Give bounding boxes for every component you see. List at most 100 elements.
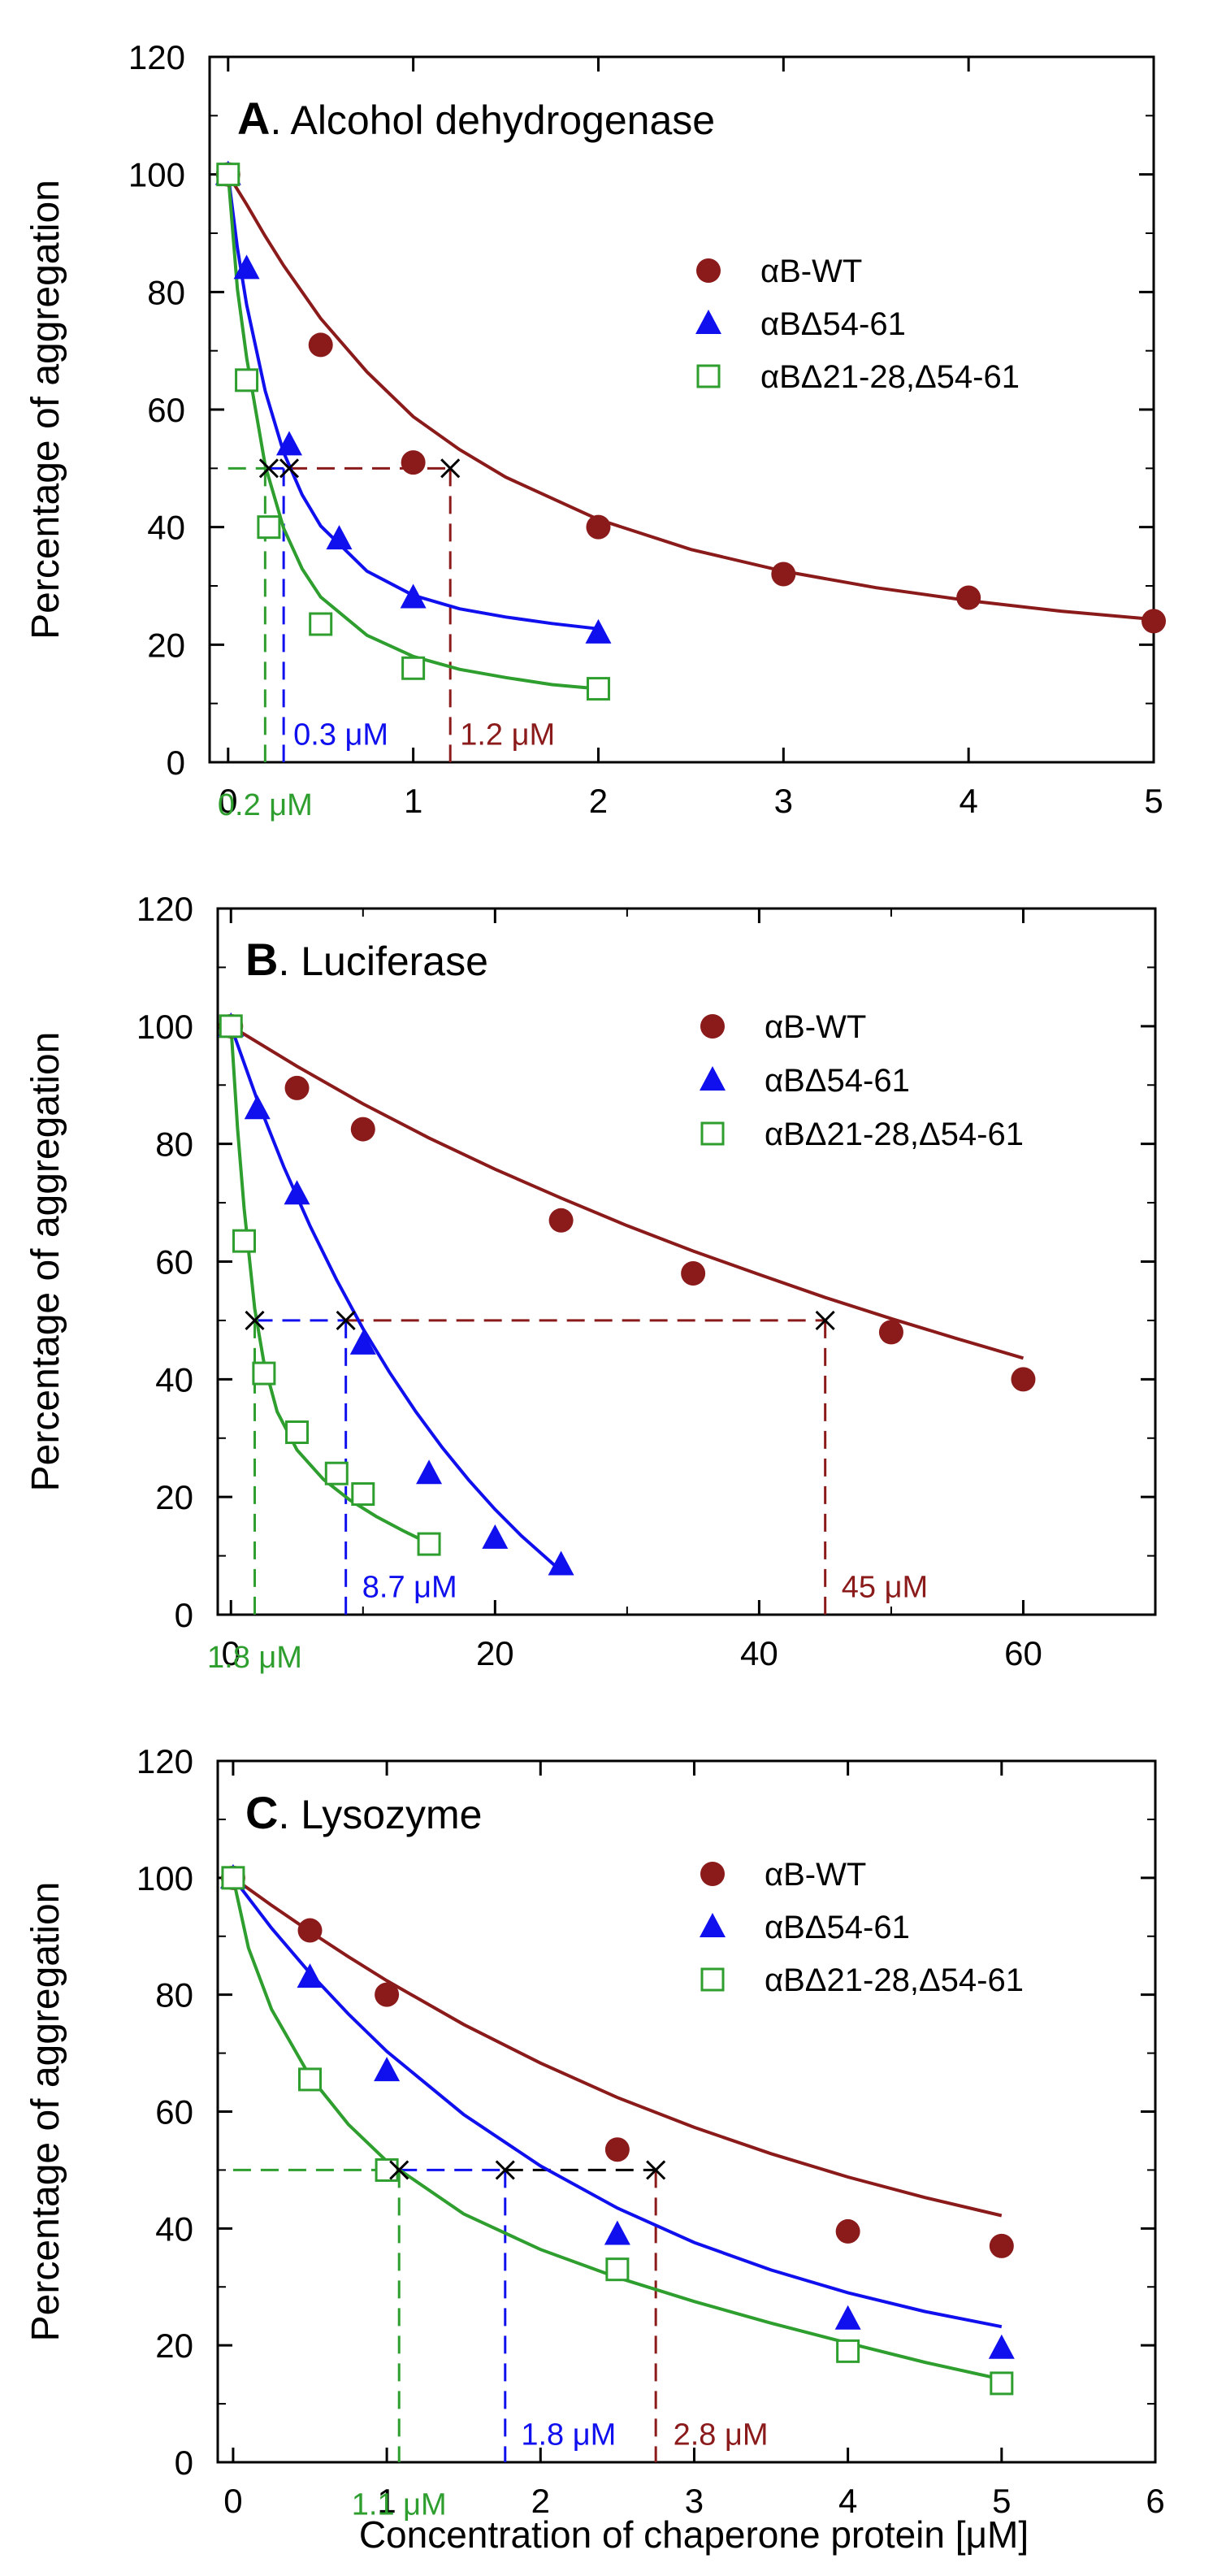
plot-frame [216, 907, 1157, 1616]
data-point [375, 1982, 400, 2007]
fit-curve [231, 1877, 1003, 2381]
x-tick-label: 1 [404, 782, 422, 820]
plot-frame [208, 55, 1155, 764]
fit-curve [227, 173, 1155, 622]
data-point [878, 1320, 903, 1345]
data-point [586, 677, 610, 701]
data-point [284, 1180, 310, 1205]
x-tick-label: 5 [992, 2482, 1011, 2520]
data-point [349, 1329, 376, 1355]
panel-title-text: . Luciferase [278, 939, 487, 984]
x-tick-label: 0 [223, 2482, 242, 2520]
data-point [956, 585, 981, 610]
legend-label: αBΔ54-61 [765, 1063, 910, 1099]
legend-marker [700, 1913, 726, 1937]
y-tick-label: 120 [136, 1742, 193, 1780]
data-point [232, 1229, 257, 1253]
x-tick-label: 3 [685, 2482, 704, 2520]
fit-curve [230, 1025, 1025, 1360]
data-point [1142, 609, 1166, 634]
legend-label: αBΔ21-28,Δ54-61 [765, 1117, 1024, 1152]
data-point [401, 450, 426, 475]
legend-label: αBΔ54-61 [760, 306, 906, 342]
data-point [375, 2158, 399, 2182]
legend-marker [696, 258, 721, 283]
plot-frame [216, 1759, 1157, 2464]
data-point [252, 1361, 276, 1386]
x-tick-label: 0 [222, 1634, 240, 1672]
data-point [416, 1459, 443, 1485]
y-axis-label: Percentage of aggregation [24, 1882, 67, 2342]
panel-title-text: . Alcohol dehydrogenase [270, 98, 715, 143]
ec50-annotation: 45 μM [842, 1570, 928, 1604]
panel-title: C. Lysozyme [245, 1787, 482, 1838]
y-tick-label: 0 [167, 744, 185, 782]
x-tick-label: 4 [959, 782, 977, 820]
intersection-marker [389, 2160, 409, 2180]
data-point [233, 254, 260, 280]
fit-curve [226, 174, 599, 631]
panel-letter: C [245, 1787, 278, 1838]
data-point [990, 2371, 1014, 2396]
intersection-marker [279, 458, 300, 479]
data-point [324, 1461, 349, 1485]
x-tick-label: 20 [476, 1634, 514, 1672]
data-point [835, 2218, 860, 2244]
y-tick-label: 20 [155, 1478, 193, 1516]
y-tick-label: 60 [155, 2093, 193, 2131]
y-tick-label: 20 [155, 2327, 193, 2365]
data-point [482, 1524, 509, 1549]
panel-letter: A [237, 93, 270, 144]
legend-marker [700, 1014, 725, 1039]
data-point [309, 612, 333, 636]
data-point [284, 1075, 310, 1100]
y-tick-label: 80 [147, 273, 185, 311]
data-point [548, 1208, 574, 1233]
data-point [351, 1482, 375, 1507]
legend-marker [695, 310, 721, 334]
data-point [417, 1532, 441, 1556]
y-tick-label: 80 [155, 1125, 193, 1164]
data-point [297, 1963, 323, 1988]
panel-title-text: . Lysozyme [278, 1792, 482, 1837]
data-point [604, 2220, 630, 2245]
data-point [221, 1866, 245, 1890]
panel-title: B. Luciferase [245, 934, 488, 985]
y-tick-label: 0 [175, 2444, 193, 2482]
intersection-marker [336, 1310, 356, 1330]
ec50-annotation: 2.8 μM [674, 2418, 769, 2452]
x-axis-label: Concentration of chaperone protein [μM] [359, 2513, 1029, 2556]
legend-label: αBΔ54-61 [765, 1910, 910, 1945]
y-tick-label: 60 [147, 391, 185, 429]
ec50-annotation: 1.8 μM [521, 2418, 616, 2452]
fit-curve [226, 174, 599, 691]
data-point [681, 1260, 706, 1286]
data-point [326, 525, 353, 550]
legend-marker [696, 364, 721, 388]
y-tick-label: 80 [155, 1976, 193, 2014]
ec50-annotation: 0.2 μM [218, 788, 313, 822]
x-tick-label: 0 [219, 782, 237, 820]
x-tick-label: 3 [774, 782, 793, 820]
intersection-marker [440, 458, 461, 479]
data-point [989, 2233, 1014, 2258]
data-point [350, 1117, 375, 1142]
x-tick-label: 4 [838, 2482, 857, 2520]
y-axis-label: Percentage of aggregation [24, 1032, 67, 1492]
y-tick-label: 120 [136, 890, 193, 928]
data-point [836, 2339, 860, 2363]
legend-marker [700, 1967, 725, 1992]
legend-label: αB-WT [765, 1009, 866, 1045]
data-point [219, 1014, 243, 1039]
panel-c: 0 20 40 60 80 100 120 0 1 2 3 4 5 6 Percentage of aggr… [24, 1742, 1165, 2522]
data-point [216, 163, 240, 187]
legend-marker [700, 1862, 725, 1886]
y-axis-label: Percentage of aggregation [24, 180, 67, 640]
y-tick-label: 40 [147, 509, 185, 547]
ec50-annotation: 1.8 μM [207, 1641, 302, 1675]
y-tick-label: 100 [136, 1008, 193, 1046]
ec50-annotation: 8.7 μM [362, 1570, 457, 1604]
x-tick-label: 60 [1004, 1634, 1042, 1672]
data-point [257, 515, 281, 540]
data-point [605, 2257, 630, 2282]
